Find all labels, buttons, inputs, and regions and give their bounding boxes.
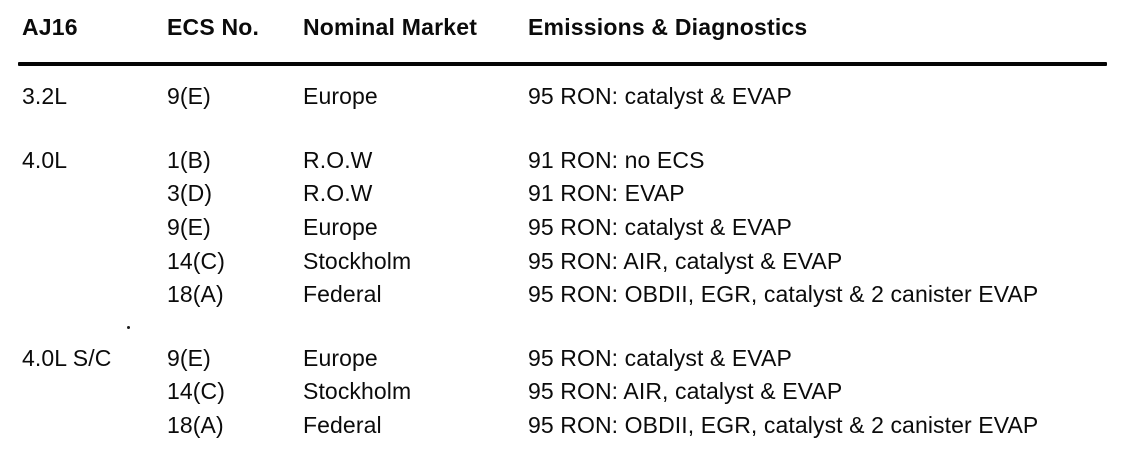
column-header-nominal-market: Nominal Market [303,13,478,40]
market-cell: R.O.W [303,146,373,173]
market-cell: Europe [303,83,378,110]
emissions-cell: 95 RON: AIR, catalyst & EVAP [528,247,843,274]
ecs-no-cell: 9(E) [167,214,211,241]
ecs-no-cell: 9(E) [167,344,211,371]
market-cell: Europe [303,214,378,241]
ecs-no-cell: 3(D) [167,180,213,207]
ecs-no-cell: 14(C) [167,247,226,274]
ecs-no-cell: 18(A) [167,412,224,439]
market-cell: Europe [303,344,378,371]
column-header-aj16: AJ16 [22,13,78,40]
emissions-cell: 95 RON: OBDII, EGR, catalyst & 2 caniste… [528,281,1039,308]
emissions-cell: 95 RON: OBDII, EGR, catalyst & 2 caniste… [528,412,1039,439]
table-row: 14(C) Stockholm 95 RON: AIR, catalyst & EV… [22,375,1112,409]
column-header-emissions-diagnostics: Emissions & Diagnostics [528,13,808,40]
engine-group-3-2l: 3.2L 9(E) Europe 95 RON: catalyst & EVAP [22,80,1112,114]
engine-group-4-0l-s-c: 4.0L S/C 9(E) Europe 95 RON: catalyst & EVA… [22,342,1112,443]
market-cell: Stockholm [303,247,412,274]
ecs-no-cell: 1(B) [167,146,211,173]
ecs-table-body: 3.2L 9(E) Europe 95 RON: catalyst & EVAP 4.0… [22,80,1112,442]
market-cell: R.O.W [303,180,373,207]
table-row: 4.0L 1(B) R.O.W 91 RON: no ECS [22,144,1112,178]
table-header-row: AJ16 ECS No. Nominal Market Emissions & … [22,12,1112,42]
table-row: 9(E) Europe 95 RON: catalyst & EVAP [22,211,1112,245]
emissions-cell: 95 RON: catalyst & EVAP [528,344,792,371]
emissions-cell: 95 RON: catalyst & EVAP [528,83,792,110]
table-row: 18(A) Federal 95 RON: OBDII, EGR, catalyst… [22,409,1112,443]
model-cell: 4.0L S/C [22,344,112,371]
emissions-cell: 91 RON: EVAP [528,180,685,207]
market-cell: Federal [303,412,382,439]
column-header-ecs-no: ECS No. [167,13,260,40]
ecs-no-cell: 18(A) [167,281,224,308]
table-row: 18(A) Federal 95 RON: OBDII, EGR, catalyst… [22,278,1112,312]
header-divider-rule [18,62,1107,66]
engine-group-4-0l: 4.0L 1(B) R.O.W 91 RON: no ECS 3(D) R.O.W 91 R… [22,144,1112,312]
ecs-no-cell: 14(C) [167,378,226,405]
model-cell: 4.0L [22,146,68,173]
table-row: 3(D) R.O.W 91 RON: EVAP [22,177,1112,211]
table-row: 3.2L 9(E) Europe 95 RON: catalyst & EVAP [22,80,1112,114]
emissions-cell: 91 RON: no ECS [528,146,705,173]
market-cell: Federal [303,281,382,308]
ecs-no-cell: 9(E) [167,83,211,110]
emissions-cell: 95 RON: AIR, catalyst & EVAP [528,378,843,405]
market-cell: Stockholm [303,378,412,405]
table-row: 14(C) Stockholm 95 RON: AIR, catalyst & EV… [22,244,1112,278]
table-row: 4.0L S/C 9(E) Europe 95 RON: catalyst & EVA… [22,342,1112,376]
scan-artifact-dot [127,326,130,329]
model-cell: 3.2L [22,83,68,110]
emissions-cell: 95 RON: catalyst & EVAP [528,214,792,241]
